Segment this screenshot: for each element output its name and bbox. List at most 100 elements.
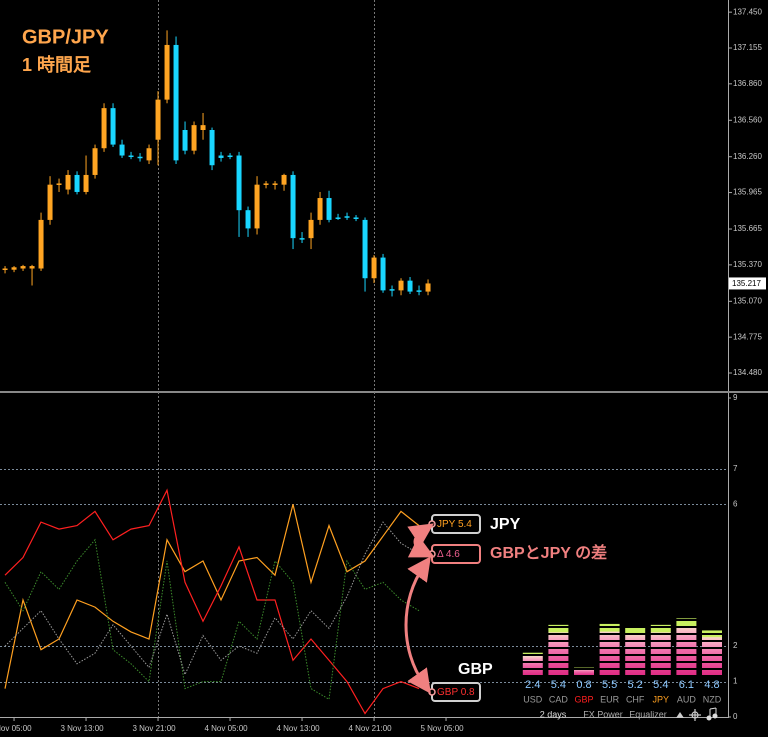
candle-body xyxy=(254,184,260,229)
equalizer-bar xyxy=(676,618,697,675)
candle-body xyxy=(182,130,188,151)
price-panel: 137.450 137.155 136.860 136.560 136.260 135.9… xyxy=(2,0,766,717)
candle-body xyxy=(29,266,35,269)
y-tick-label: 135.070 xyxy=(733,296,762,305)
equalizer-bar xyxy=(548,624,569,675)
candle-body xyxy=(83,174,89,192)
value-label: 5.2 xyxy=(628,679,643,691)
value-label: 4.8 xyxy=(704,679,719,691)
y-tick-label: 135.965 xyxy=(733,188,762,197)
chart-title: GBP/JPY xyxy=(22,26,109,48)
category-label: GBP xyxy=(574,694,593,704)
candle-body xyxy=(407,280,413,292)
y-tick-label: 136.860 xyxy=(733,79,762,88)
y-tick-label: 137.155 xyxy=(733,43,762,52)
last-price-label: 135.217 xyxy=(732,279,761,288)
x-tick-label: 5 Nov 05:00 xyxy=(420,724,464,733)
candle-body xyxy=(317,198,323,220)
candle-body xyxy=(236,155,242,211)
last-price-box xyxy=(729,277,766,290)
indicator-line xyxy=(4,488,420,715)
y-tick-label: 134.480 xyxy=(733,368,762,377)
y-tick-label: 136.560 xyxy=(733,115,762,124)
x-tick-label: 4 Nov 05:00 xyxy=(204,724,248,733)
candle-body xyxy=(335,217,341,219)
value-label: 5.4 xyxy=(551,679,566,691)
candle-body xyxy=(245,210,251,229)
candle-body xyxy=(20,266,26,269)
value-label: 5.4 xyxy=(653,679,668,691)
candle-body xyxy=(362,219,368,279)
candle-body xyxy=(119,144,125,156)
indicator-line xyxy=(4,538,420,701)
candle-body xyxy=(173,44,179,161)
candle-body xyxy=(11,267,17,270)
candle-body xyxy=(155,99,161,140)
candle-body xyxy=(56,183,62,185)
arrow xyxy=(407,523,435,558)
candle-body xyxy=(218,155,224,158)
category-label: NZD xyxy=(703,694,722,704)
candle-body xyxy=(65,174,71,190)
x-tick-label: 3 Nov 21:00 xyxy=(132,724,176,733)
candle-body xyxy=(326,198,332,220)
candle-body xyxy=(371,257,377,279)
indicator-panel: 0 1 2 6 7 9 3 Nov 05:00 3 Nov 13:00 3 Nov 21:00 4… xyxy=(0,393,738,733)
category-label: CAD xyxy=(549,694,569,704)
candle-body xyxy=(416,290,422,292)
equalizer-bar xyxy=(574,667,594,675)
toolbar-button[interactable]: Equalizer xyxy=(629,709,667,719)
indicator-line xyxy=(4,504,420,689)
y-tick-label: 134.775 xyxy=(733,332,762,341)
candle-body xyxy=(164,44,170,100)
value-label: 0.8 xyxy=(576,679,591,691)
candle-body xyxy=(38,219,44,269)
icon-up[interactable] xyxy=(676,712,684,718)
candle-body xyxy=(101,108,107,149)
toolbar-button[interactable]: FX Power xyxy=(583,709,623,719)
x-tick-label: 4 Nov 13:00 xyxy=(276,724,320,733)
y-tick-label: 137.450 xyxy=(733,7,762,16)
y-tick-label: 6 xyxy=(733,499,738,508)
x-tick-label: 4 Nov 21:00 xyxy=(348,724,392,733)
equalizer: 2.4 USD 5.4 CAD 0.8 GBP 5.5 EUR 5.2 CHF 5.4 JPY 6.1 A… xyxy=(522,618,722,719)
candle-body xyxy=(128,155,134,158)
y-tick-label: 9 xyxy=(733,393,738,402)
equalizer-bar xyxy=(650,624,671,675)
candle-body xyxy=(308,219,314,239)
candle-body xyxy=(74,174,80,192)
icon-crosshair[interactable] xyxy=(689,709,701,721)
candle-body xyxy=(299,238,305,240)
marker-dot xyxy=(428,688,436,696)
y-tick-label: 0 xyxy=(733,712,738,721)
candle-body xyxy=(425,283,431,292)
x-tick-label: 3 Nov 13:00 xyxy=(60,724,104,733)
candle-body xyxy=(281,174,287,185)
candle-body xyxy=(227,155,233,158)
candle-body xyxy=(380,257,386,291)
chart-subtitle: 1 時間足 xyxy=(22,55,91,75)
category-label: AUD xyxy=(677,694,697,704)
indicator-line xyxy=(4,521,420,676)
candle-body xyxy=(272,183,278,185)
candle-body xyxy=(92,148,98,175)
candle-body xyxy=(47,184,53,220)
toolbar-button[interactable]: 2 days xyxy=(540,709,567,719)
marker-dot xyxy=(428,520,436,528)
candle-body xyxy=(263,183,269,185)
annotation: GBPとJPY の差 xyxy=(490,543,607,562)
y-tick-label: 2 xyxy=(733,641,738,650)
value-box-label: Δ 4.6 xyxy=(437,549,460,560)
candle-body xyxy=(110,108,116,145)
equalizer-bar xyxy=(625,626,646,675)
candle-body xyxy=(191,125,197,151)
y-tick-label: 1 xyxy=(733,677,738,686)
icon-music[interactable] xyxy=(706,707,718,721)
value-label: 6.1 xyxy=(679,679,694,691)
candle-body xyxy=(389,289,395,291)
value-label: 2.4 xyxy=(525,679,540,691)
candle-body xyxy=(353,217,359,219)
category-label: USD xyxy=(523,694,543,704)
